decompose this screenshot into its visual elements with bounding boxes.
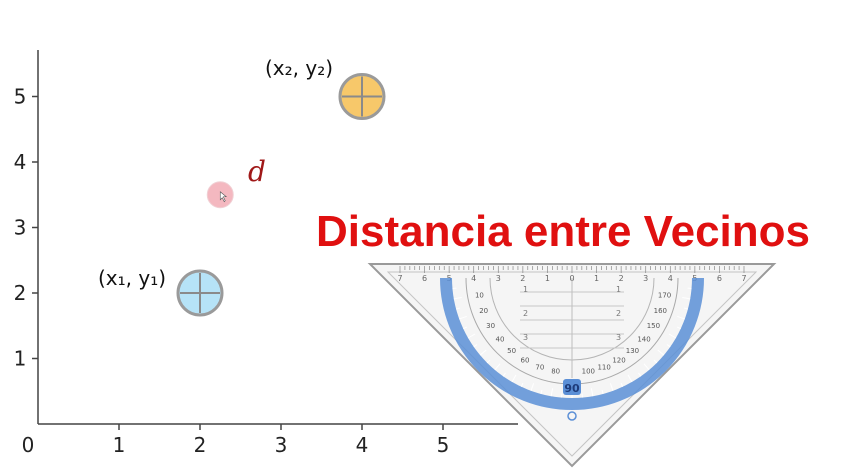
protractor-cm-label: 2 xyxy=(616,309,621,318)
protractor-scale-label: 4 xyxy=(668,274,673,283)
protractor-scale-label: 6 xyxy=(717,274,722,283)
midpoint-marker xyxy=(206,181,234,209)
protractor-cm-label: 2 xyxy=(523,309,528,318)
y-tick-label: 2 xyxy=(14,281,27,305)
point2-label: (x₂, y₂) xyxy=(265,56,333,80)
protractor-scale-label: 7 xyxy=(397,274,402,283)
protractor-scale-label: 2 xyxy=(619,274,624,283)
y-tick-label: 4 xyxy=(14,150,27,174)
protractor-scale-label: 2 xyxy=(520,274,525,283)
protractor-scale-label: 1 xyxy=(594,274,599,283)
x-tick-label: 5 xyxy=(437,433,450,457)
protractor-90-label: 90 xyxy=(564,382,580,395)
y-tick-label: 3 xyxy=(14,216,27,240)
protractor-angle-label: 50 xyxy=(507,347,516,355)
protractor-angle-label: 80 xyxy=(551,368,560,376)
x-tick-label: 3 xyxy=(275,433,288,457)
protractor-cm-label: 1 xyxy=(616,285,621,294)
slide-title: Distancia entre Vecinos xyxy=(316,207,810,256)
y-tick-label: 1 xyxy=(14,347,27,371)
point1-label: (x₁, y₁) xyxy=(98,266,166,290)
protractor-scale-label: 3 xyxy=(496,274,501,283)
protractor-scale-label: 6 xyxy=(422,274,427,283)
protractor-angle-label: 120 xyxy=(612,356,625,364)
protractor-angle-label: 130 xyxy=(626,347,639,355)
protractor-angle-label: 150 xyxy=(647,322,660,330)
x-tick-label: 1 xyxy=(113,433,126,457)
point2-marker xyxy=(338,73,386,120)
protractor-cm-label: 3 xyxy=(616,333,621,342)
protractor-angle-label: 70 xyxy=(535,363,544,371)
protractor-angle-label: 110 xyxy=(597,363,610,371)
distance-label: d xyxy=(248,155,266,188)
x-tick-label: 4 xyxy=(356,433,369,457)
protractor-angle-label: 160 xyxy=(654,307,667,315)
protractor-scale-label: 7 xyxy=(741,274,746,283)
point1-marker xyxy=(176,269,224,317)
protractor-cm-label: 1 xyxy=(523,285,528,294)
x-tick-label: 0 xyxy=(22,433,35,457)
protractor-scale-label: 1 xyxy=(545,274,550,283)
x-tick-label: 2 xyxy=(194,433,207,457)
protractor-angle-label: 140 xyxy=(637,335,650,343)
protractor-angle-label: 20 xyxy=(479,307,488,315)
protractor-angle-label: 170 xyxy=(658,291,671,299)
protractor-angle-label: 40 xyxy=(496,335,505,343)
protractor-angle-label: 10 xyxy=(475,291,484,299)
protractor-angle-label: 100 xyxy=(582,368,595,376)
protractor-angle-label: 60 xyxy=(521,356,530,364)
protractor-scale-label: 4 xyxy=(471,274,476,283)
protractor-cm-label: 3 xyxy=(523,333,528,342)
y-tick-label: 5 xyxy=(14,85,27,109)
protractor-scale-label: 3 xyxy=(643,274,648,283)
protractor-angle-label: 30 xyxy=(486,322,495,330)
